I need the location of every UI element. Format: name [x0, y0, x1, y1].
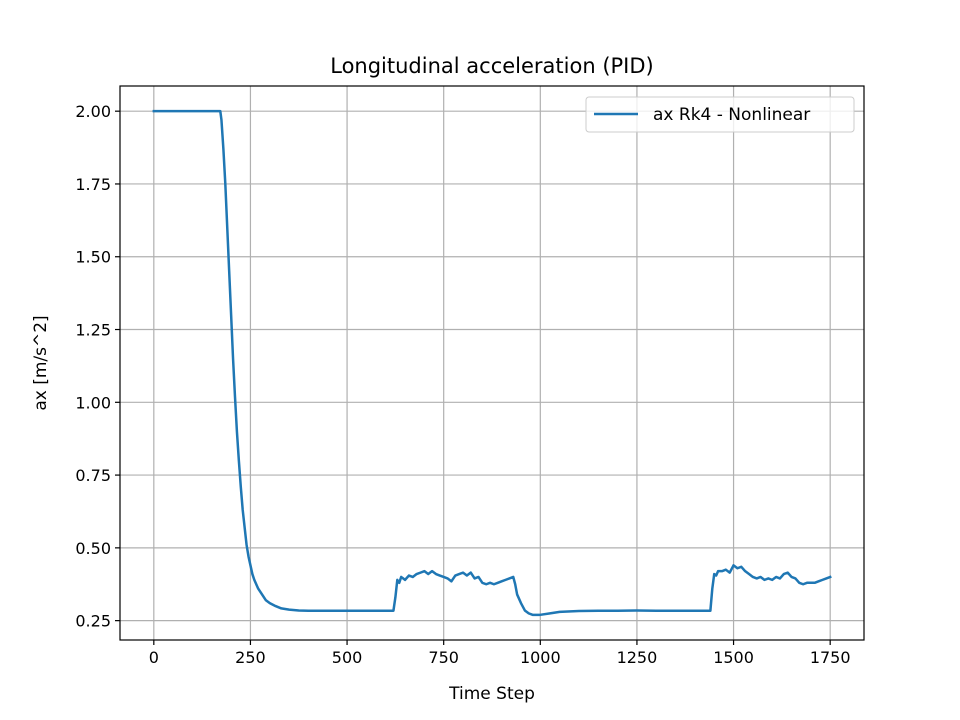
series-line	[152, 109, 832, 617]
series-layer	[152, 109, 832, 617]
y-tick-label: 1.00	[75, 393, 111, 412]
x-tick-label: 1250	[617, 648, 658, 667]
x-tick-label: 1500	[713, 648, 754, 667]
legend: ax Rk4 - Nonlinear	[585, 96, 855, 133]
grid-layer	[120, 86, 864, 640]
y-tick-label: 0.50	[75, 539, 111, 558]
ticks-layer: 0 250 500 750 1000 1250 1500 1750 0.25 0.50 0.75 1.…	[75, 102, 850, 667]
legend-box	[585, 96, 855, 133]
x-tick-label: 750	[428, 648, 459, 667]
plot-frame	[119, 85, 865, 641]
chart-title: Longitudinal acceleration (PID)	[330, 54, 654, 78]
x-tick-label: 0	[149, 648, 159, 667]
x-tick-label: 1750	[810, 648, 851, 667]
x-tick-label: 250	[235, 648, 266, 667]
y-tick-label: 0.75	[75, 466, 111, 485]
y-axis-label: ax [m/s^2]	[31, 315, 51, 410]
x-tick-label: 1000	[520, 648, 561, 667]
y-tick-label: 2.00	[75, 102, 111, 121]
y-tick-label: 1.50	[75, 248, 111, 267]
legend-label: ax Rk4 - Nonlinear	[653, 105, 810, 125]
x-axis-label: Time Step	[448, 684, 535, 704]
y-tick-label: 0.25	[75, 612, 111, 631]
y-tick-label: 1.25	[75, 321, 111, 340]
x-tick-label: 500	[332, 648, 363, 667]
y-tick-label: 1.75	[75, 175, 111, 194]
